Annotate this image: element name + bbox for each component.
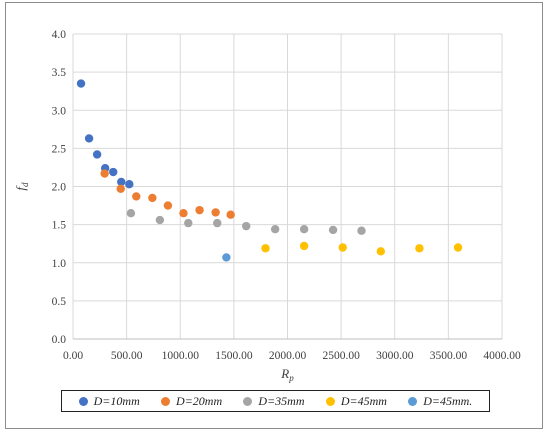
data-point <box>261 244 270 253</box>
x-tick-label: 3500.00 <box>430 350 468 362</box>
x-tick-label: 1000.00 <box>162 350 200 362</box>
legend-item: D=45mm <box>325 393 387 409</box>
x-tick-label: 2500.00 <box>322 350 360 362</box>
data-point <box>299 225 309 234</box>
data-point <box>148 193 157 203</box>
data-point <box>195 205 204 215</box>
data-point <box>126 208 136 218</box>
data-point <box>213 218 222 228</box>
data-point <box>100 169 109 178</box>
x-axis-title: Rp <box>280 366 294 383</box>
y-tick-label: 3.5 <box>52 67 67 79</box>
legend-marker <box>408 396 418 406</box>
y-tick-label: 1.0 <box>52 258 67 270</box>
legend-marker <box>325 396 335 406</box>
data-point <box>222 253 231 262</box>
y-tick-label: 0.5 <box>52 296 67 308</box>
chart-frame: 0.00 500.00 1000.00 1500.00 2000.00 2500.00 30… <box>5 2 543 429</box>
legend-item: D=10mm <box>78 393 140 409</box>
data-point <box>116 184 125 193</box>
data-point <box>155 215 165 225</box>
data-point <box>376 247 386 256</box>
x-tick-label: 1500.00 <box>215 350 253 362</box>
legend-item: D=45mm. <box>408 394 472 409</box>
data-point <box>163 201 173 210</box>
x-tick-label: 0.00 <box>63 350 83 362</box>
y-tick-label: 0.0 <box>52 334 67 346</box>
x-tick-label: 500.00 <box>111 350 143 362</box>
data-point <box>125 180 134 189</box>
y-tick-label: 2.5 <box>52 143 67 155</box>
data-point <box>453 243 463 252</box>
x-tick-label: 2000.00 <box>269 350 307 362</box>
data-point <box>328 225 338 235</box>
data-point <box>357 226 366 235</box>
legend-label: D=35mm <box>258 393 305 408</box>
data-point <box>211 208 220 217</box>
grid-lines <box>72 33 503 340</box>
legend-label: D=10mm <box>93 393 140 408</box>
data-point <box>415 244 424 253</box>
y-axis-title: fd <box>13 182 30 191</box>
data-point <box>338 243 347 252</box>
legend-label: D=20mm <box>176 393 223 408</box>
legend-label: D=45mm <box>340 393 387 408</box>
data-point <box>184 218 193 228</box>
data-point <box>270 225 280 234</box>
x-tick-labels: 0.00 500.00 1000.00 1500.00 2000.00 2500.00 30… <box>63 350 521 362</box>
data-point <box>76 79 86 88</box>
legend-marker <box>243 396 253 406</box>
data-point <box>92 150 102 159</box>
data-point <box>242 221 251 231</box>
data-point <box>299 241 309 251</box>
y-tick-label: 4.0 <box>52 29 67 41</box>
data-points <box>76 79 463 262</box>
legend-item: D=20mm <box>161 394 222 409</box>
data-point <box>179 208 188 218</box>
y-tick-label: 1.5 <box>52 220 67 232</box>
legend-label: D=45mm. <box>423 393 473 408</box>
x-tick-label: 3000.00 <box>376 350 414 362</box>
data-point <box>84 134 94 143</box>
y-tick-labels: 0.0 0.5 1.0 1.5 2.0 2.5 3.0 3.5 4.0 <box>52 29 67 346</box>
scatter-chart: 0.00 500.00 1000.00 1500.00 2000.00 2500.00 30… <box>13 29 521 383</box>
legend-marker <box>78 396 88 406</box>
y-tick-label: 3.0 <box>52 105 67 117</box>
data-point <box>117 177 126 187</box>
y-tick-label: 2.0 <box>52 182 67 194</box>
legend-item: D=35mm <box>243 393 305 409</box>
legend-marker <box>161 396 171 406</box>
data-point <box>226 210 235 219</box>
x-tick-label: 4000.00 <box>483 350 521 362</box>
data-point <box>132 192 141 201</box>
legend: D=10mm D=20mm D=35mm D=45mm D=45mm. <box>61 390 490 412</box>
data-point <box>109 167 118 177</box>
